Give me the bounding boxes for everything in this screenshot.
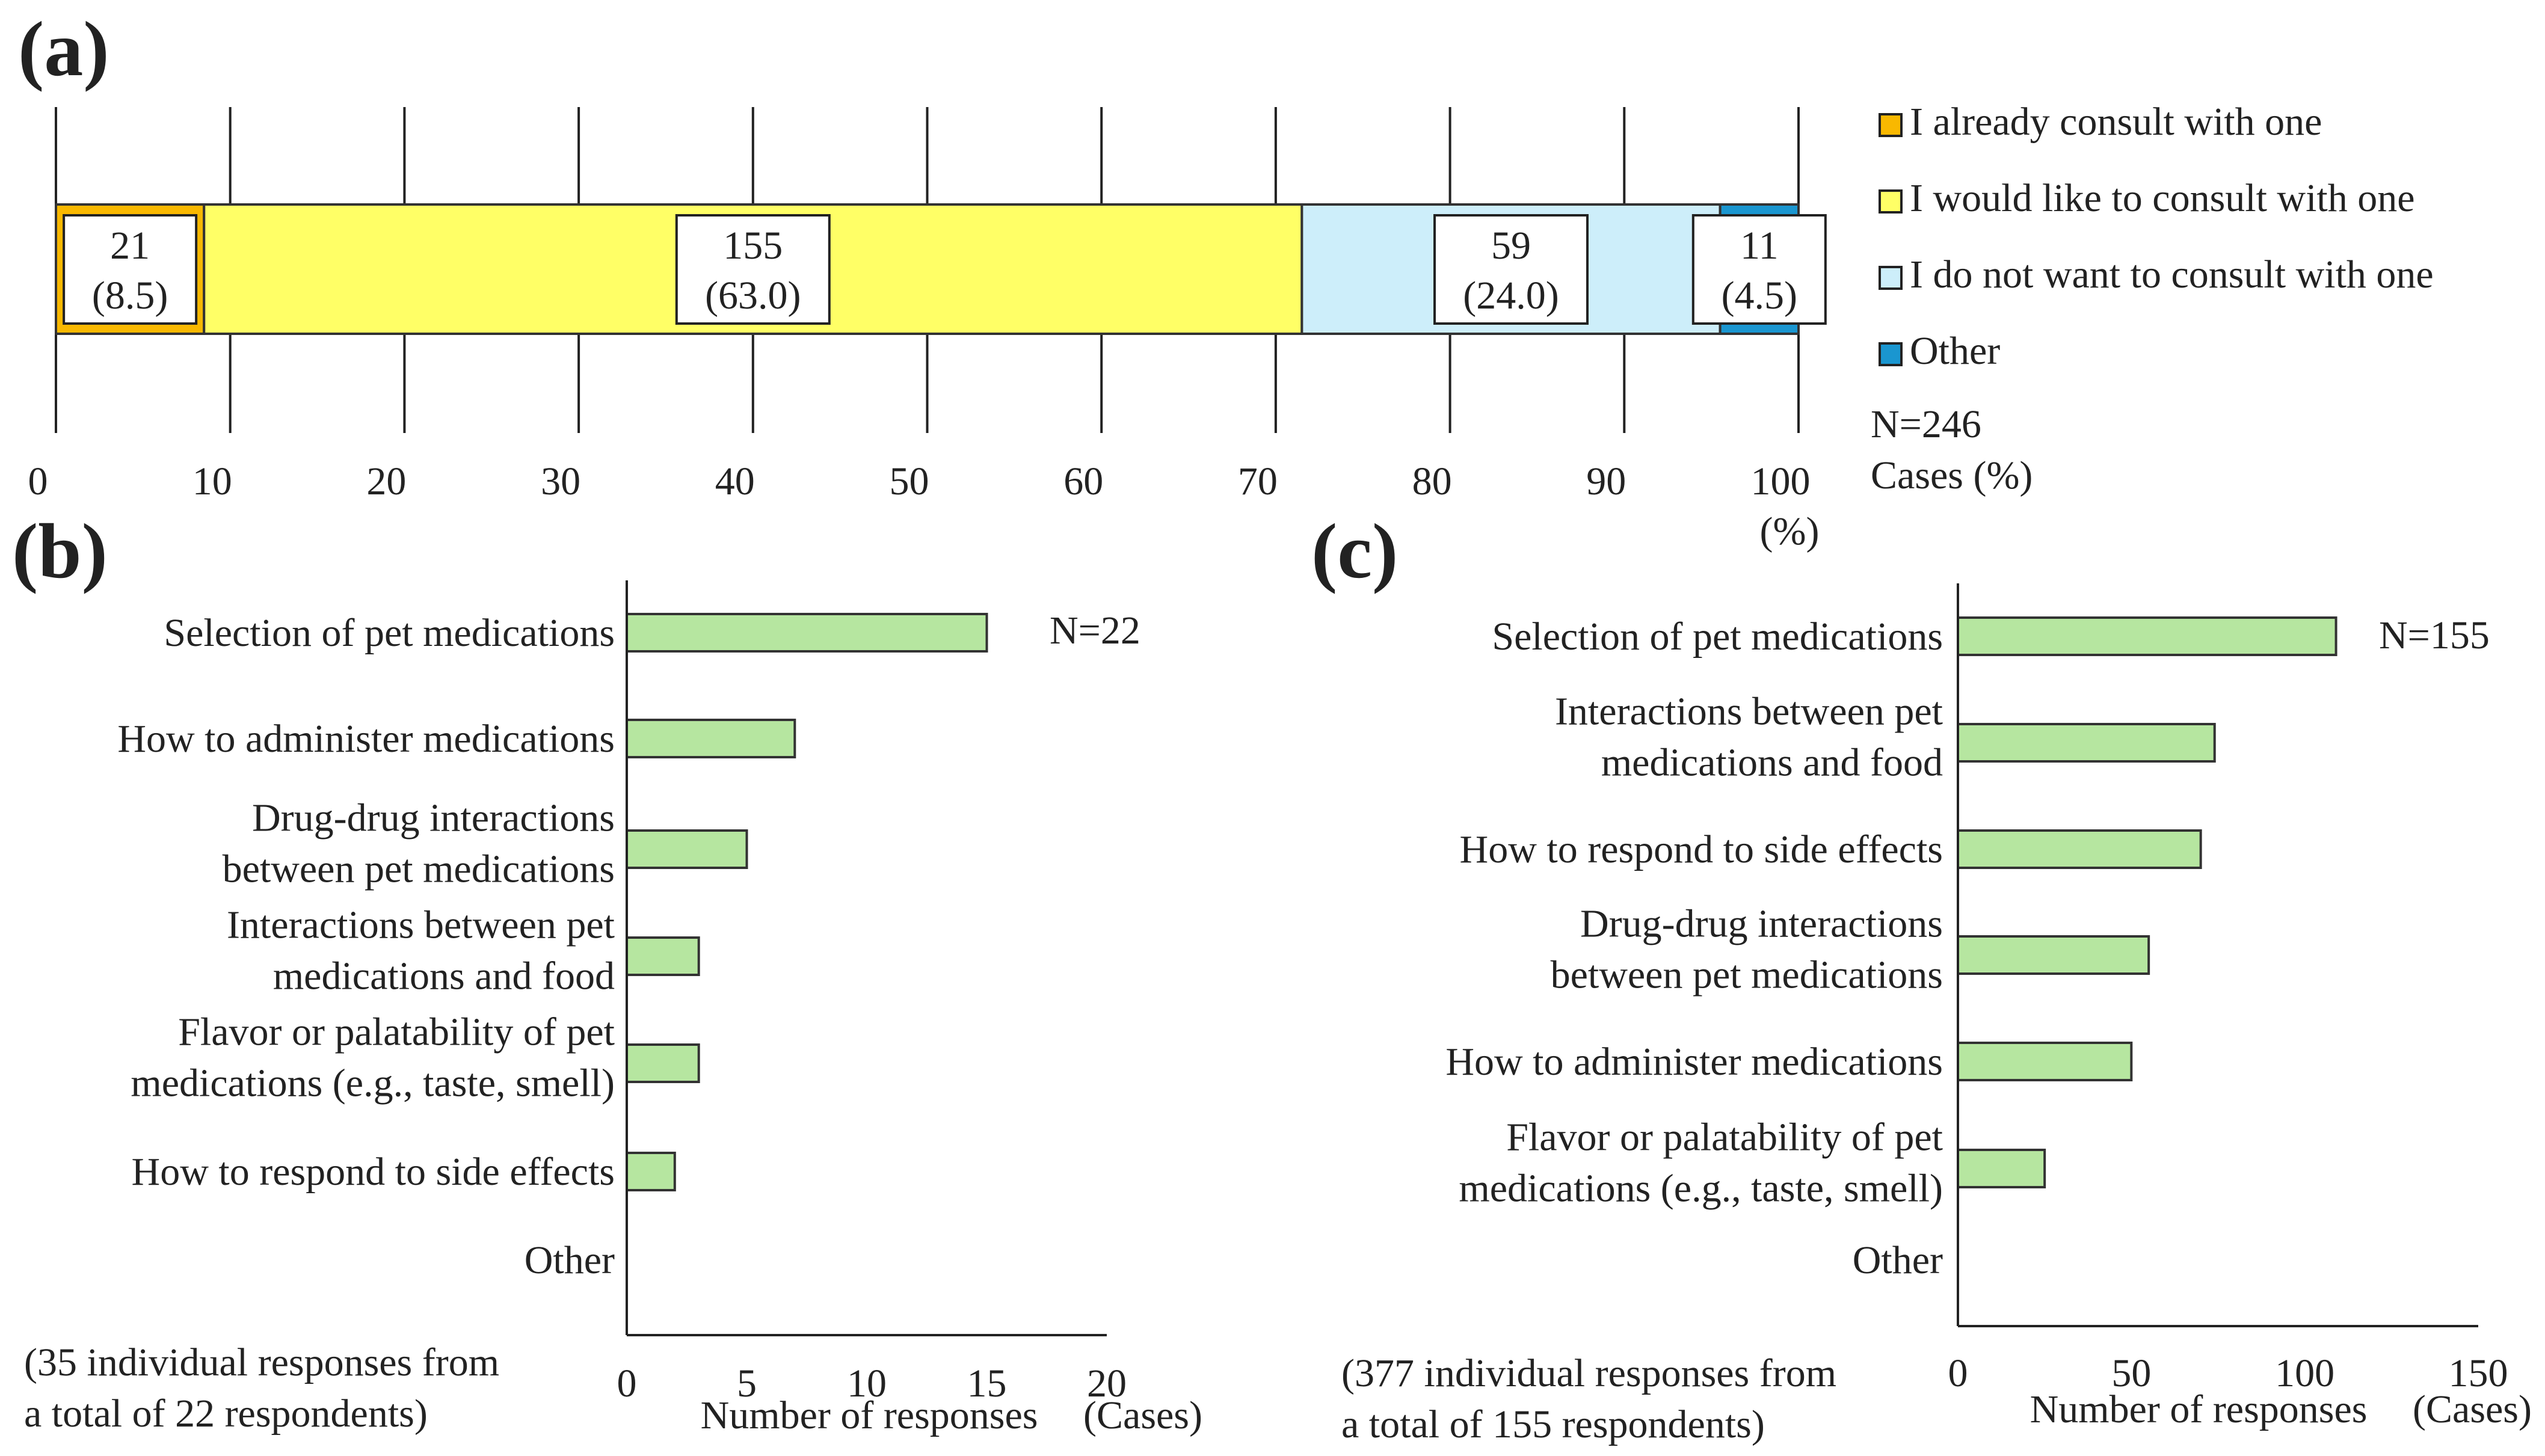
panel-b-category-label: medications and food xyxy=(273,954,615,998)
panel-b-tick-label: 20 xyxy=(1087,1362,1127,1405)
panel-a-cases-label: Cases (%) xyxy=(1871,453,2033,497)
panel-a-segments: 21 (8.5) 155 (63.0) 59 (24.0) 11 (4.5) xyxy=(55,203,1827,335)
panel-b-label: (b) xyxy=(12,508,108,595)
panel-c-tick-label: 50 xyxy=(2111,1351,2151,1395)
panel-c-category-label: How to respond to side effects xyxy=(1460,828,1943,871)
panel-c-category-label: Interactions between pet xyxy=(1555,690,1943,734)
panel-a-segment-percent: (24.0) xyxy=(1463,274,1559,318)
panel-b-chart: Selection of pet medications How to admin… xyxy=(117,580,1127,1405)
panel-c-bar xyxy=(1957,829,2202,869)
panel-b-unit: (Cases) xyxy=(1083,1393,1202,1437)
panel-a-tick-label: 20 xyxy=(366,459,406,503)
panel-b-category-label: Other xyxy=(525,1238,615,1282)
panel-b-footnote-line-1: (35 individual responses from xyxy=(24,1341,499,1384)
panel-c-n-label: N=155 xyxy=(2379,613,2490,657)
panel-b-n-label: N=22 xyxy=(1050,609,1140,653)
panel-c-bar xyxy=(1957,723,2216,763)
panel-a-segment-label-box xyxy=(1691,214,1827,325)
panel-a-tick-label: 10 xyxy=(192,459,232,503)
panel-b-xlabel: Number of responses xyxy=(701,1393,1038,1437)
panel-a-n-label: N=246 xyxy=(1871,402,1981,446)
panel-a-tick-label: 100 xyxy=(1751,459,1811,503)
panel-c-chart: Selection of pet medications Interactions… xyxy=(1445,583,2508,1395)
panel-b-bar xyxy=(626,1043,700,1083)
panel-c-category-label: Drug-drug interactions xyxy=(1580,902,1943,946)
panel-b-bar xyxy=(626,936,700,976)
panel-a-tick-label: 90 xyxy=(1586,459,1626,503)
panel-b-category-label: How to respond to side effects xyxy=(132,1150,615,1194)
panel-c-footnote-line-1: (377 individual responses from xyxy=(1341,1351,1836,1395)
panel-a-tick-labels: 0 10 20 30 40 50 60 70 80 90 100 xyxy=(28,459,1811,503)
panel-a-legend: I already consult with one I would like t… xyxy=(1879,100,2434,373)
panel-a-axis-unit: (%) xyxy=(1760,509,1820,553)
panel-a-segment-label-box xyxy=(63,214,198,325)
panel-a-tick-label: 50 xyxy=(890,459,929,503)
panel-a-segment-count: 21 xyxy=(110,224,150,268)
panel-a-tick-label: 40 xyxy=(715,459,755,503)
panel-c-bar xyxy=(1957,1042,2133,1081)
panel-c-category-label: Selection of pet medications xyxy=(1492,615,1943,659)
panel-c-category-label: medications and food xyxy=(1601,741,1943,785)
panel-a-legend-label: I already consult with one xyxy=(1910,100,2322,144)
panel-c-bar xyxy=(1957,935,2150,975)
panel-a-legend-label: Other xyxy=(1910,329,2000,373)
panel-a-segment-count: 11 xyxy=(1740,224,1779,268)
panel-c-unit: (Cases) xyxy=(2413,1387,2532,1431)
panel-a-segment-percent: (4.5) xyxy=(1722,274,1797,318)
panel-b-category-label: Drug-drug interactions xyxy=(252,796,615,840)
panel-c-tick-label: 150 xyxy=(2449,1351,2508,1395)
panel-a-segment-count: 155 xyxy=(723,224,783,268)
panel-a-tick-label: 0 xyxy=(28,459,48,503)
panel-a-legend-swatch xyxy=(1879,113,1903,137)
panel-a-label: (a) xyxy=(18,6,109,93)
panel-b-category-label: medications (e.g., taste, smell) xyxy=(131,1061,615,1105)
panel-c-tick-label: 0 xyxy=(1948,1351,1968,1395)
panel-a-tick-label: 60 xyxy=(1063,459,1103,503)
panel-a-segment-label-box xyxy=(675,214,831,325)
panel-c-category-label: How to administer medications xyxy=(1445,1040,1943,1084)
panel-a-segment-label-box xyxy=(1433,214,1589,325)
panel-a-tick-label: 80 xyxy=(1412,459,1452,503)
panel-b-tick-label: 15 xyxy=(967,1362,1007,1405)
panel-b-bar xyxy=(626,1152,676,1191)
panel-b-category-label: How to administer medications xyxy=(117,717,615,761)
panel-b-footnote-line-2: a total of 22 respondents) xyxy=(24,1392,428,1436)
panel-a-legend-label: I do not want to consult with one xyxy=(1910,253,2434,296)
panel-a-legend-swatch xyxy=(1879,189,1903,213)
panel-c-category-label: Other xyxy=(1853,1238,1943,1282)
panel-b-bar xyxy=(626,829,748,869)
panel-b-category-label: Flavor or palatability of pet xyxy=(178,1010,615,1054)
panel-c: (c) Selection of pet medications Interact… xyxy=(1311,508,2532,1446)
panel-a: (a) 21 (8.5) 155 (63.0) 59 (24.0) 11 (4.5) 0 10 2… xyxy=(18,6,2434,553)
panel-a-segment-percent: (63.0) xyxy=(705,274,801,318)
panel-c-bar xyxy=(1957,1149,2046,1188)
panel-c-footnote-line-2: a total of 155 respondents) xyxy=(1341,1402,1765,1446)
panel-a-tick-label: 30 xyxy=(541,459,580,503)
panel-c-category-label: Flavor or palatability of pet xyxy=(1506,1116,1943,1160)
panel-a-legend-swatch xyxy=(1879,266,1903,290)
panel-c-tick-label: 100 xyxy=(2275,1351,2334,1395)
panel-a-legend-label: I would like to consult with one xyxy=(1910,176,2415,220)
panel-b-tick-label: 10 xyxy=(847,1362,887,1405)
panel-b-category-label: Selection of pet medications xyxy=(164,611,615,655)
panel-b: (b) Selection of pet medications How to a… xyxy=(12,508,1202,1437)
panel-b-tick-label: 0 xyxy=(617,1362,637,1405)
panel-c-bar xyxy=(1957,616,2337,656)
panel-b-category-label: Interactions between pet xyxy=(227,903,615,947)
panel-b-tick-label: 5 xyxy=(737,1362,757,1405)
panel-c-category-label: medications (e.g., taste, smell) xyxy=(1459,1167,1943,1211)
panel-a-legend-swatch xyxy=(1879,342,1903,366)
panel-c-category-label: between pet medications xyxy=(1551,953,1943,997)
panel-a-segment-count: 59 xyxy=(1491,224,1531,268)
panel-b-bar xyxy=(626,719,796,758)
panel-c-xlabel: Number of responses xyxy=(2030,1387,2368,1431)
panel-b-category-label: between pet medications xyxy=(223,847,615,891)
panel-a-segment-percent: (8.5) xyxy=(92,274,168,318)
panel-c-label: (c) xyxy=(1311,508,1398,595)
panel-b-bar xyxy=(626,613,988,653)
panel-a-tick-label: 70 xyxy=(1238,459,1278,503)
